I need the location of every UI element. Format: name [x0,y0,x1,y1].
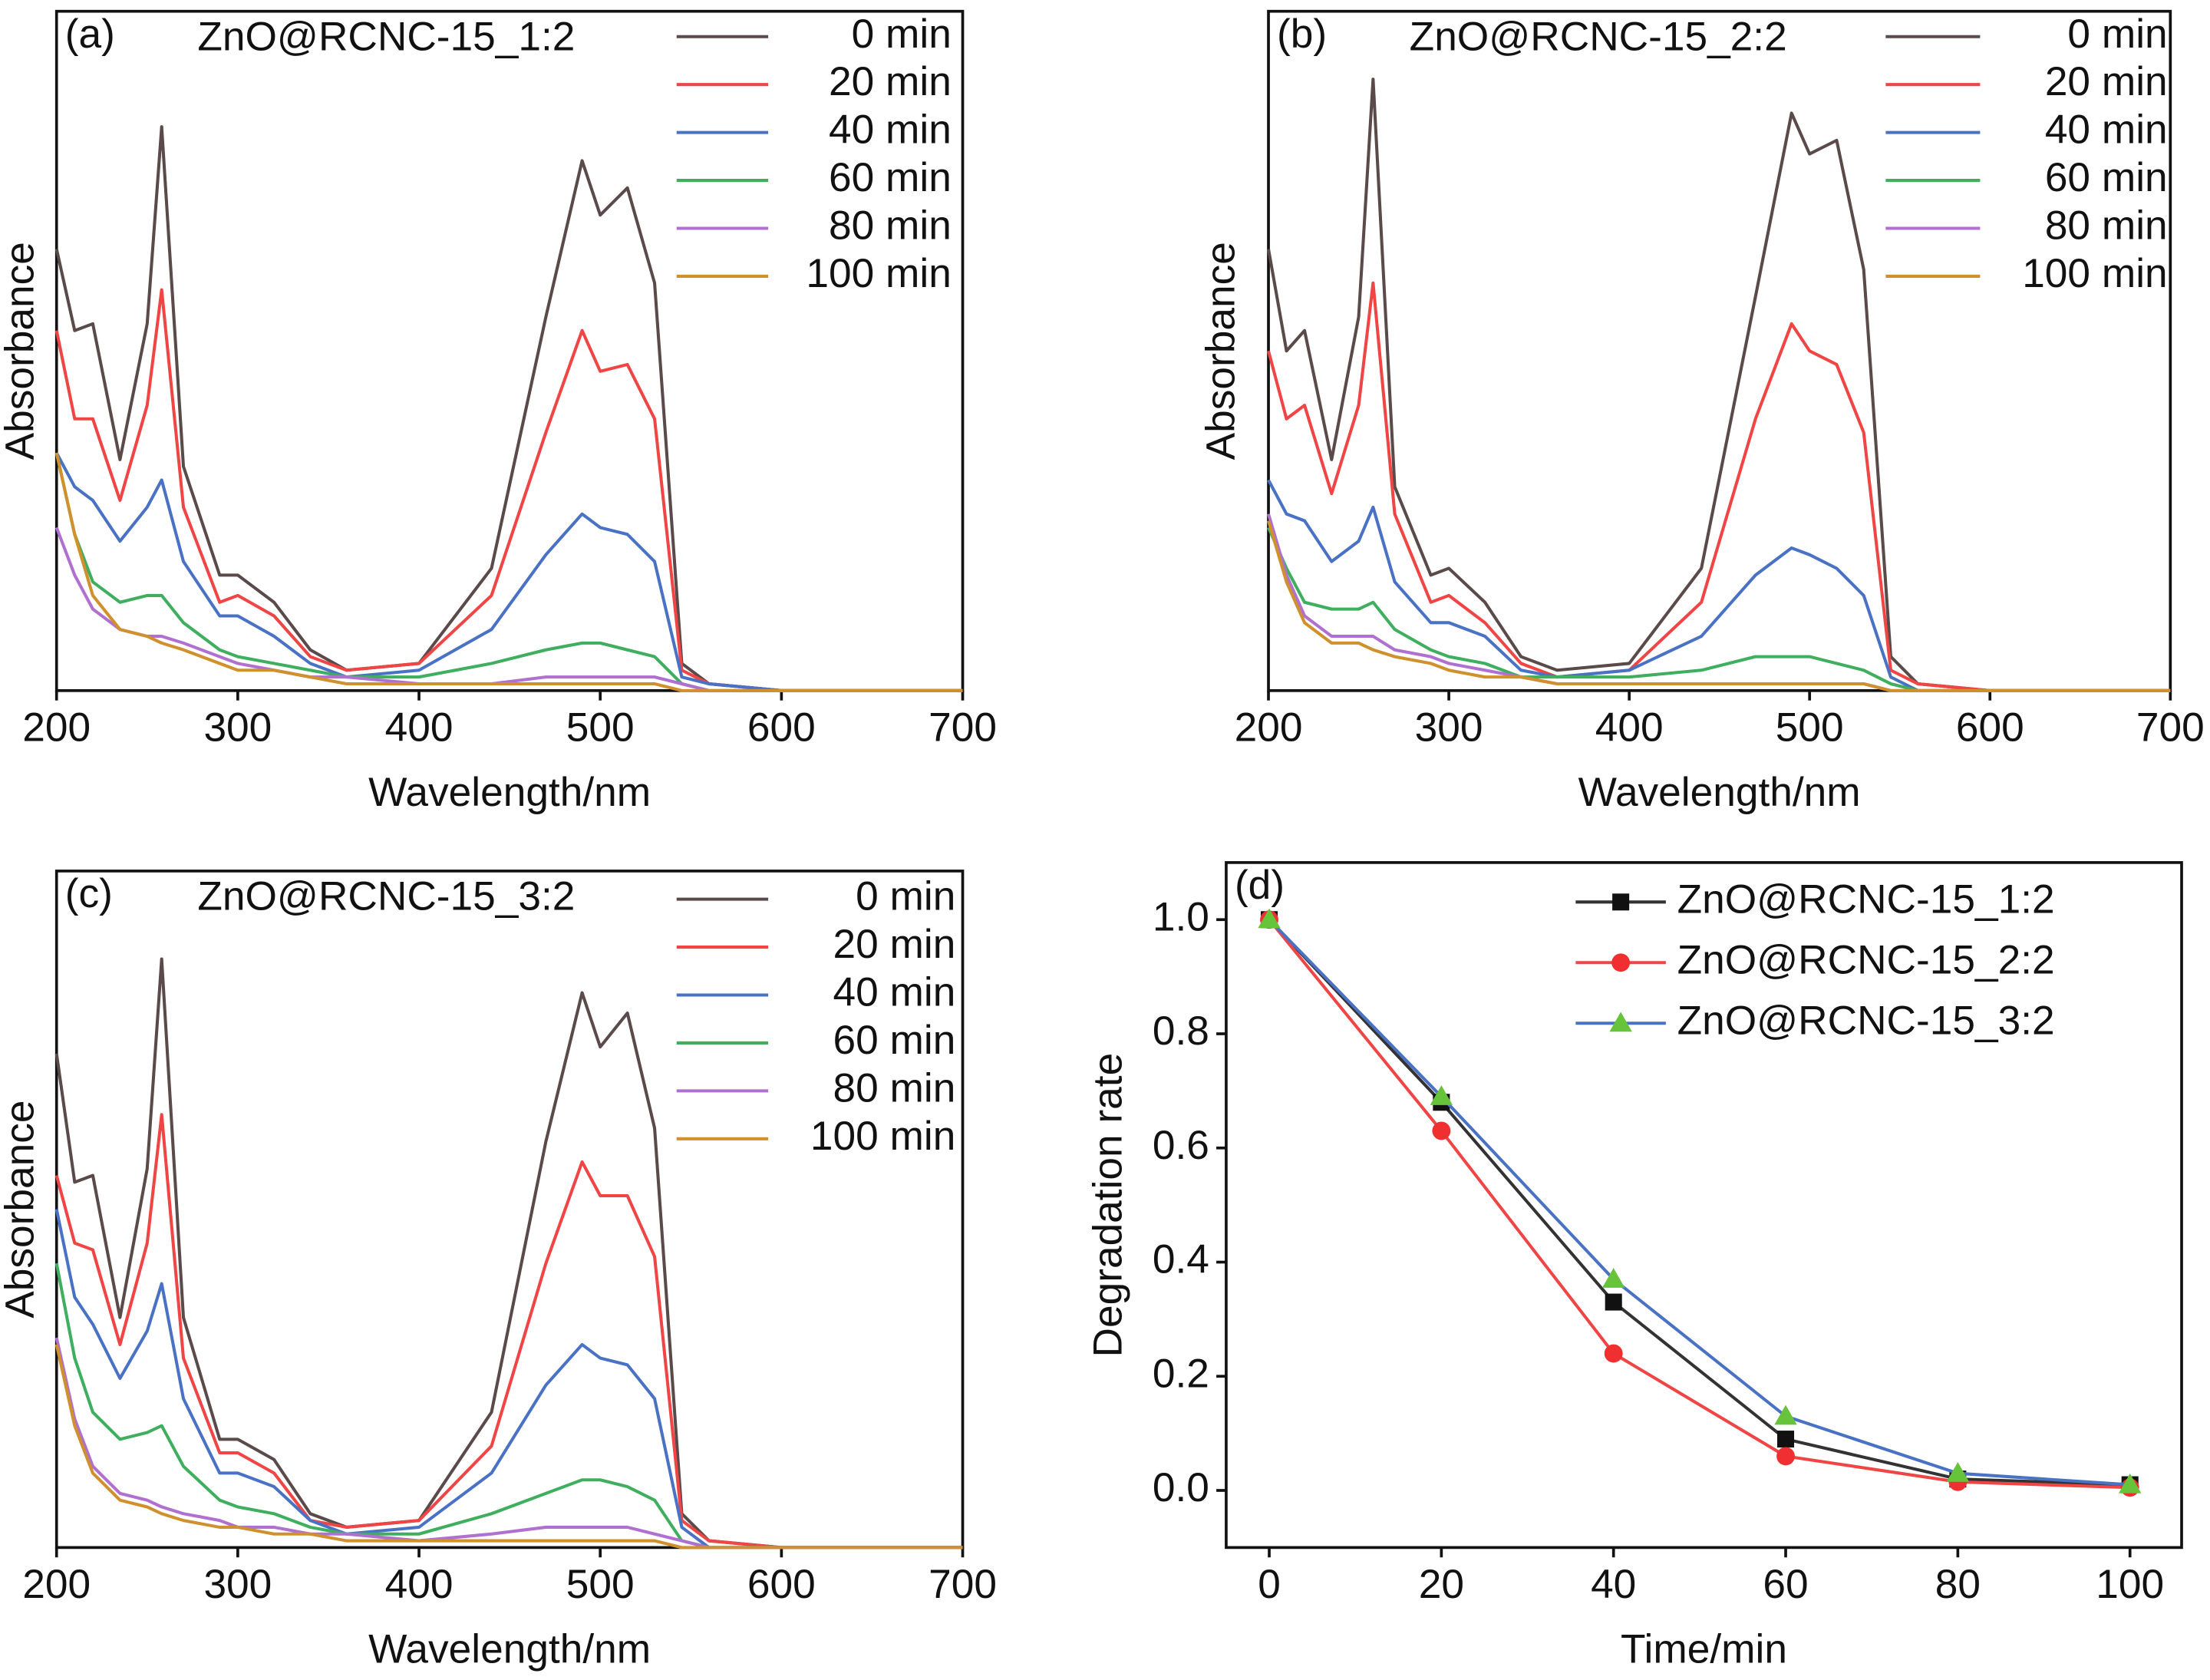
legend-label: 60 min [833,1018,956,1063]
legend-label: 100 min [2022,251,2167,296]
plot-frame [1225,861,2183,1550]
y-axis-label: Degradation rate [1085,1053,1130,1358]
x-tick-label: 200 [22,705,91,750]
x-tick-label: 500 [1776,705,1844,750]
marker [1604,1344,1623,1363]
x-tick-label: 600 [747,1562,816,1607]
legend-label: 80 min [829,203,952,249]
legend-marker [1612,893,1630,911]
plot-frame [1267,9,2172,692]
y-axis-label: Absorbance [0,1101,43,1319]
legend-marker [1611,953,1631,972]
x-tick-label: 100 [2096,1562,2164,1607]
x-tick-label: 700 [929,705,997,750]
x-tick-label: 700 [2136,705,2205,750]
x-axis-label: Wavelength/nm [368,1626,651,1672]
x-axis-label: Wavelength/nm [1578,770,1861,815]
marker [1946,1461,1970,1482]
panel-label: (a) [65,12,115,57]
series-line [1268,918,2130,1487]
legend-label: 0 min [2067,12,2167,57]
legend-label: ZnO@RCNC-15_1:2 [1677,876,2055,922]
legend-label: 0 min [852,12,952,57]
x-tick-label: 500 [566,1562,635,1607]
legend-label: ZnO@RCNC-15_3:2 [1677,998,2055,1043]
legend-label: ZnO@RCNC-15_2:2 [1677,937,2055,982]
x-tick-label: 60 [1763,1562,1808,1607]
x-tick-label: 400 [385,705,454,750]
legend-label: 20 min [833,922,956,967]
x-tick-label: 600 [1956,705,2024,750]
series-line [1268,918,2130,1487]
marker [1776,1447,1795,1466]
series-line [1267,526,2171,692]
legend-label: 40 min [833,970,956,1015]
legend-label: 0 min [856,874,955,919]
legend-label: 20 min [2045,59,2168,104]
x-tick-label: 80 [1935,1562,1981,1607]
x-tick-label: 500 [566,705,635,750]
y-axis-label: Absorbance [1198,242,1243,460]
series-line [54,1262,963,1550]
y-tick-label: 0.0 [1153,1465,1209,1510]
panel-title: ZnO@RCNC-15_2:2 [1410,14,1787,59]
panel-label: (c) [65,871,113,916]
marker [1777,1431,1795,1448]
series-line [54,526,963,692]
series-line [54,1337,963,1550]
legend-label: 40 min [2045,107,2168,153]
x-tick-label: 40 [1591,1562,1636,1607]
legend-label: 20 min [829,59,952,104]
x-axis-label: Time/min [1621,1626,1787,1672]
legend-label: 60 min [2045,155,2168,200]
x-tick-label: 0 [1258,1562,1281,1607]
legend-label: 60 min [829,155,952,200]
legend-label: 80 min [2045,203,2168,249]
x-tick-label: 700 [929,1562,997,1607]
series-line [54,957,963,1550]
x-tick-label: 20 [1419,1562,1464,1607]
x-axis-label: Wavelength/nm [368,770,651,815]
legend-label: 80 min [833,1065,956,1111]
y-axis-label: Absorbance [0,242,43,460]
panel-label: (b) [1277,12,1327,57]
x-tick-label: 400 [1595,705,1664,750]
y-tick-label: 0.8 [1153,1008,1209,1054]
legend-label: 100 min [810,1114,955,1159]
y-tick-label: 0.2 [1153,1351,1209,1396]
legend-label: 40 min [829,107,952,153]
y-tick-label: 0.4 [1153,1237,1209,1282]
plot-frame [54,9,965,692]
x-tick-label: 300 [203,705,272,750]
legend-marker [1609,1012,1632,1032]
x-tick-label: 300 [203,1562,272,1607]
series-line [54,1344,963,1550]
marker [1258,908,1281,929]
legend-label: 100 min [806,251,951,296]
x-tick-label: 600 [747,705,816,750]
panel-title: ZnO@RCNC-15_3:2 [197,874,575,919]
series-line [1267,520,2171,692]
marker [1774,1404,1797,1425]
series-line [54,288,963,692]
series-line [54,452,963,692]
series-line [1267,281,2171,692]
series-line [54,1113,963,1550]
panel-title: ZnO@RCNC-15_1:2 [197,14,575,59]
marker [1605,1293,1622,1311]
series-line [1267,78,2171,692]
x-tick-label: 200 [1235,705,1303,750]
marker [1602,1268,1625,1288]
x-tick-label: 200 [22,1562,91,1607]
x-tick-label: 300 [1415,705,1483,750]
y-tick-label: 1.0 [1153,894,1209,939]
x-tick-label: 400 [385,1562,454,1607]
marker [1432,1121,1451,1140]
marker [2119,1473,2142,1494]
marker [1430,1085,1453,1105]
series-line [1268,918,2130,1490]
panel-label: (d) [1235,863,1285,908]
y-tick-label: 0.6 [1153,1123,1209,1168]
